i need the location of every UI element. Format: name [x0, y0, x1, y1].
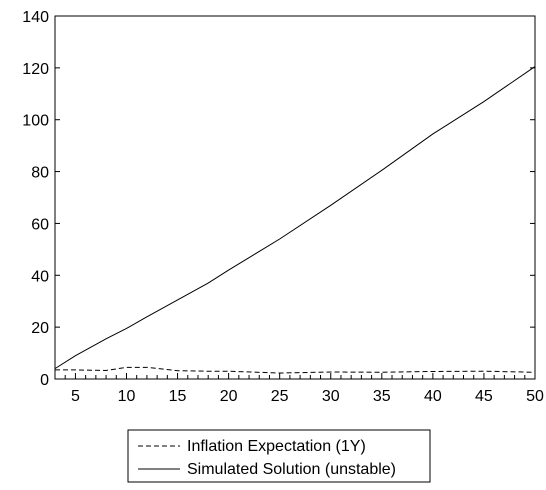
y-tick-label: 60: [31, 216, 49, 233]
x-tick-label: 45: [475, 388, 493, 405]
x-tick-label: 35: [373, 388, 391, 405]
y-axis: 0 20 40 60 80 100 120 140: [22, 9, 535, 389]
x-tick-label: 25: [271, 388, 289, 405]
y-tick-label: 40: [31, 268, 49, 285]
plot-area: [54, 15, 536, 380]
y-tick-label: 140: [22, 9, 49, 26]
y-tick-label: 120: [22, 61, 49, 78]
y-tick-label: 100: [22, 113, 49, 130]
y-tick-label: 20: [31, 320, 49, 337]
x-tick-label: 40: [424, 388, 442, 405]
legend: Inflation Expectation (1Y) Simulated Sol…: [127, 429, 431, 483]
x-axis: 5 10 15 20 25 30 35 40 45 50: [54, 373, 544, 405]
series-layer: [54, 66, 536, 374]
y-tick-label: 0: [40, 372, 49, 389]
legend-label-simulated-solution: Simulated Solution (unstable): [187, 461, 396, 478]
series-line-simulated-solution: [54, 66, 536, 370]
legend-box: [127, 429, 431, 483]
legend-label-inflation-expectation: Inflation Expectation (1Y): [187, 438, 366, 455]
x-tick-label: 20: [220, 388, 238, 405]
x-tick-label: 15: [169, 388, 187, 405]
y-tick-label: 80: [31, 165, 49, 182]
x-tick-label: 5: [71, 388, 80, 405]
x-tick-label: 10: [118, 388, 136, 405]
x-tick-label: 30: [322, 388, 340, 405]
x-tick-label: 50: [526, 388, 544, 405]
series-line-inflation-expectation: [55, 366, 536, 374]
